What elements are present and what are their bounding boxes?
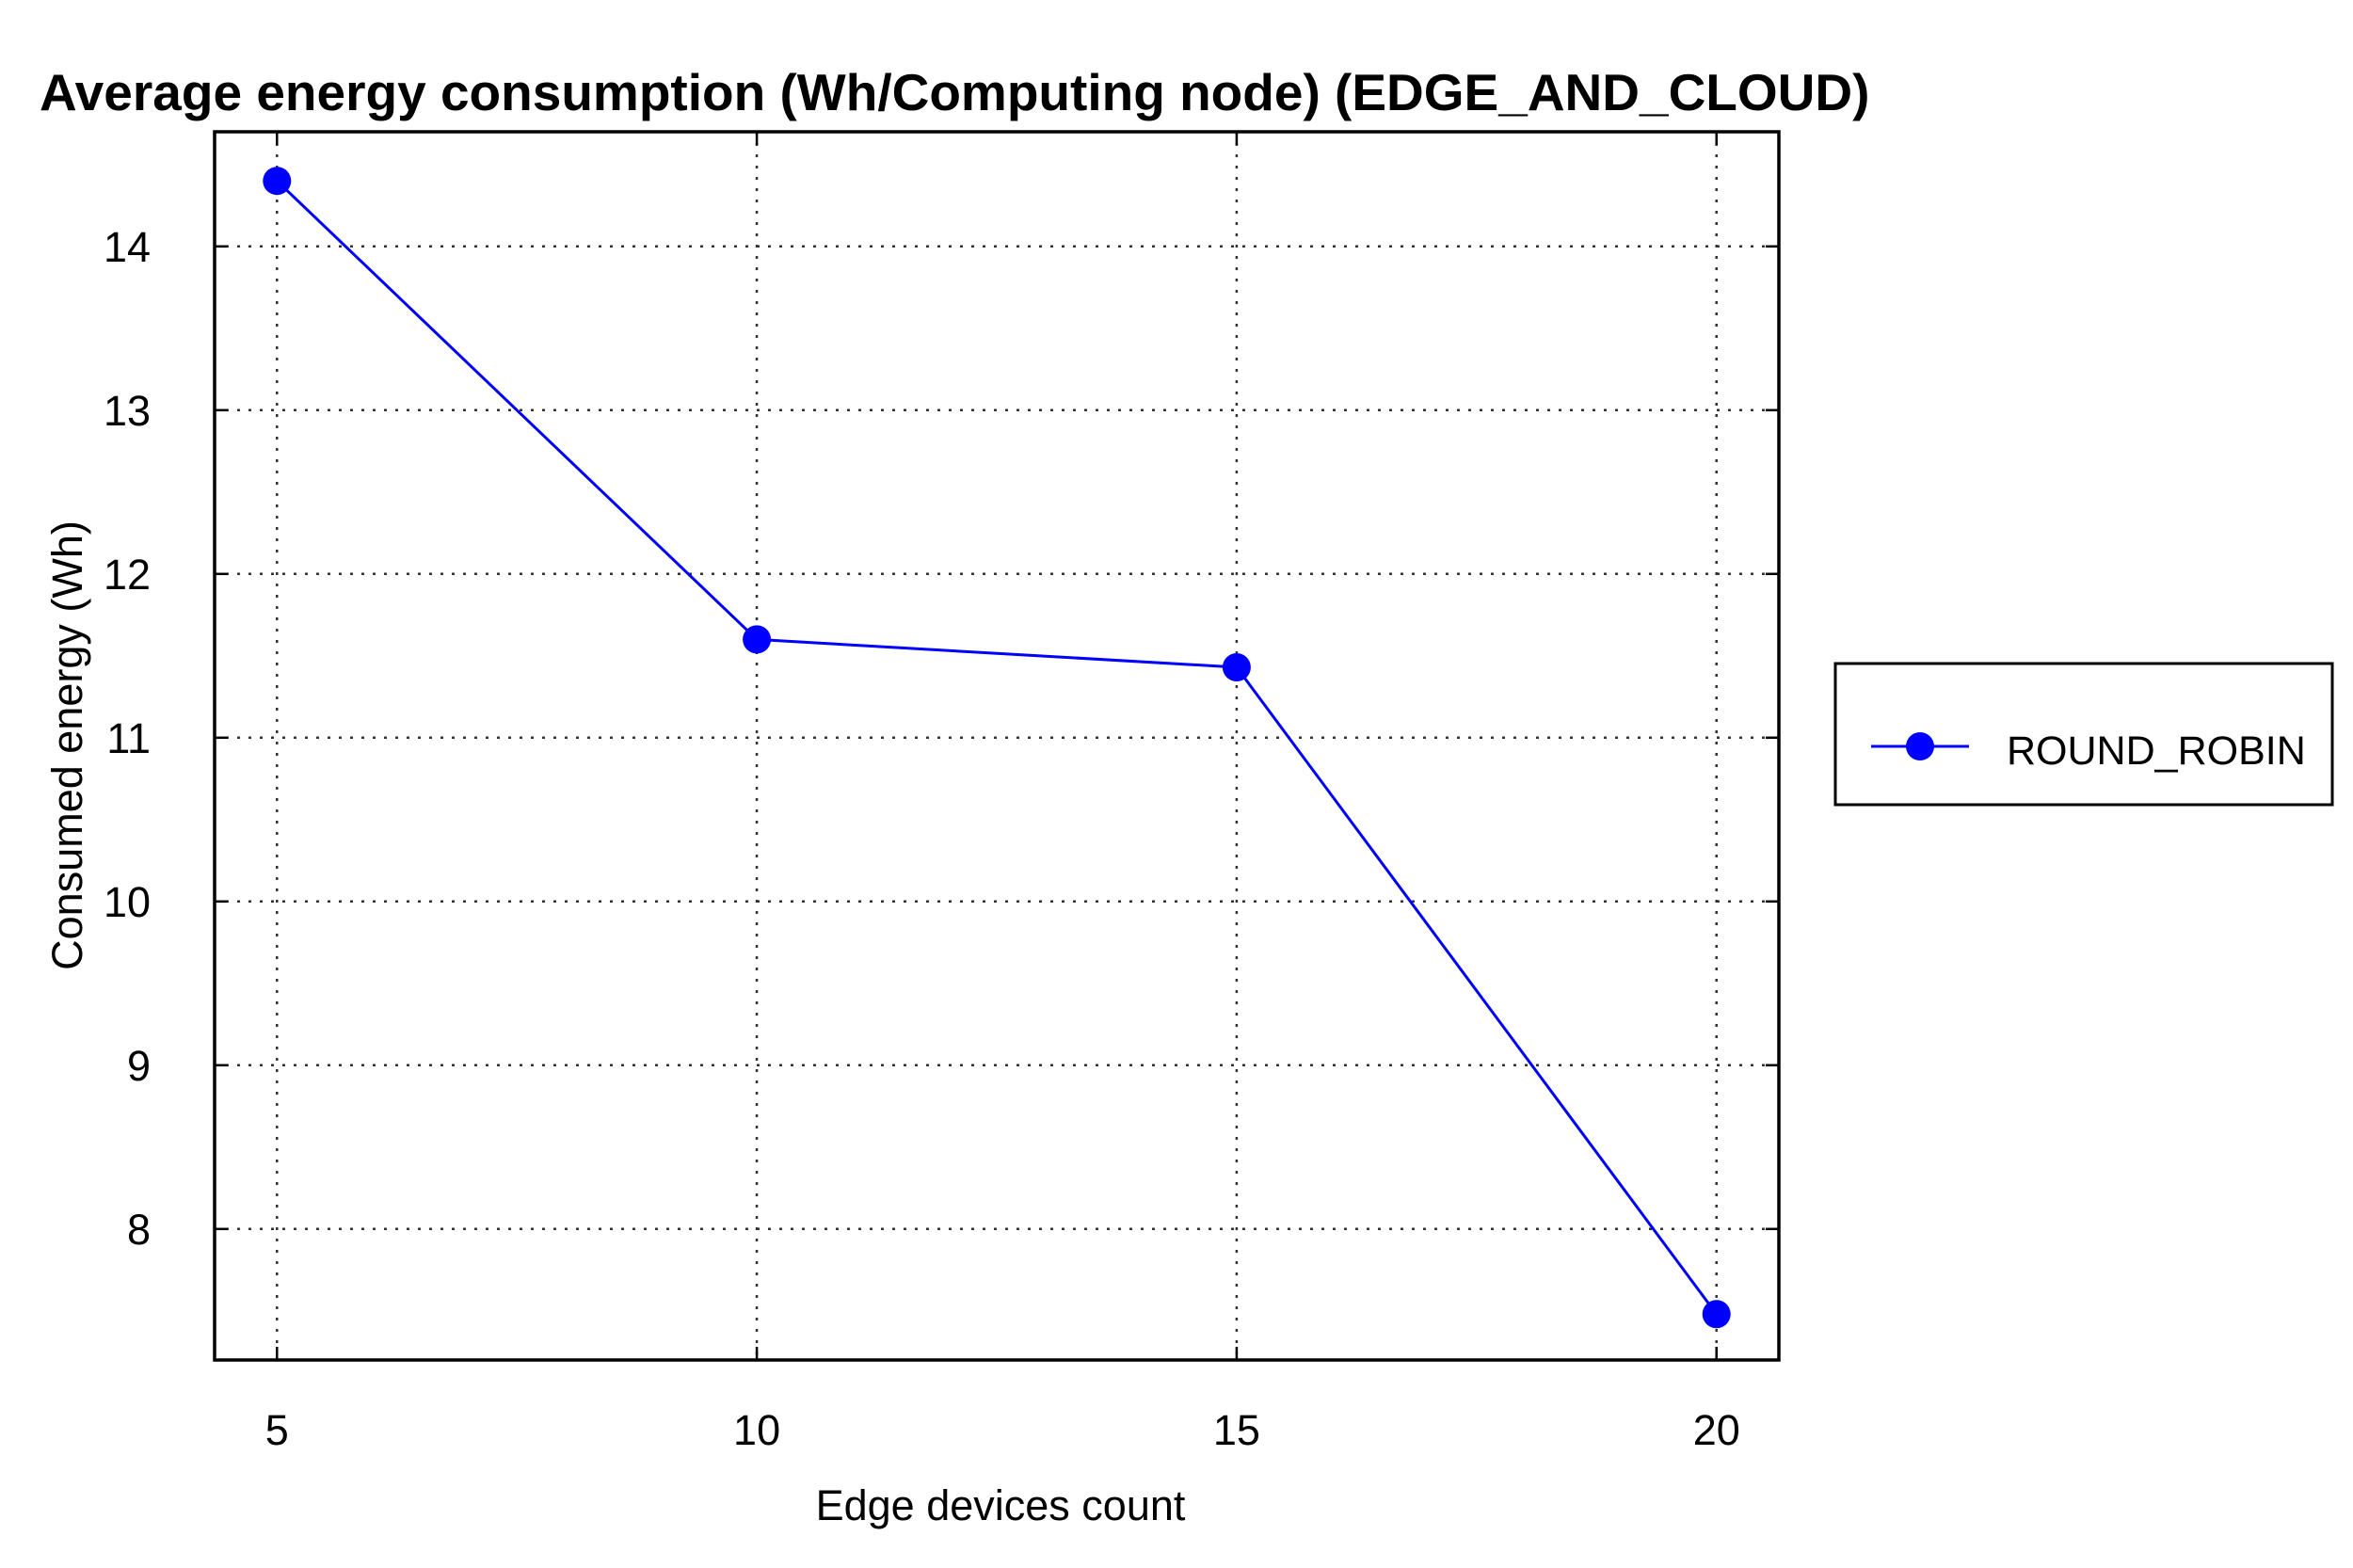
legend: ROUND_ROBIN	[1833, 662, 2334, 807]
y-tick-label: 10	[104, 878, 151, 926]
grid-lines	[215, 132, 1779, 1360]
y-tick-label: 12	[104, 551, 151, 599]
axis-ticks	[215, 132, 1779, 1360]
chart-title: Average energy consumption (Wh/Computing…	[40, 63, 1869, 121]
y-tick-label: 14	[104, 223, 151, 271]
data-point-round-robin	[1222, 652, 1251, 681]
y-tick-label: 9	[127, 1042, 151, 1090]
x-tick-label: 10	[733, 1406, 780, 1454]
x-tick-label: 15	[1213, 1406, 1260, 1454]
legend-marker-round-robin	[1906, 732, 1934, 760]
x-tick-label: 5	[265, 1406, 289, 1454]
series-line-round-robin	[276, 180, 1718, 1316]
legend-label-round-robin: ROUND_ROBIN	[2007, 728, 2306, 774]
y-tick-label: 11	[106, 714, 151, 762]
data-point-round-robin	[1702, 1300, 1731, 1329]
plot-area-frame	[213, 130, 1781, 1362]
series-layer	[263, 167, 1731, 1329]
y-tick-label: 8	[127, 1206, 151, 1254]
x-tick-label: 20	[1693, 1406, 1740, 1454]
data-point-round-robin	[743, 625, 772, 654]
x-tick-labels: 5 10 15 20	[265, 1406, 1740, 1454]
y-tick-label: 13	[104, 387, 151, 435]
data-point-round-robin	[263, 167, 292, 196]
x-axis-label: Edge devices count	[816, 1481, 1186, 1529]
y-axis-label: Consumed energy (Wh)	[43, 520, 91, 970]
y-tick-labels: 8 9 10 11 12 13 14	[104, 223, 151, 1254]
